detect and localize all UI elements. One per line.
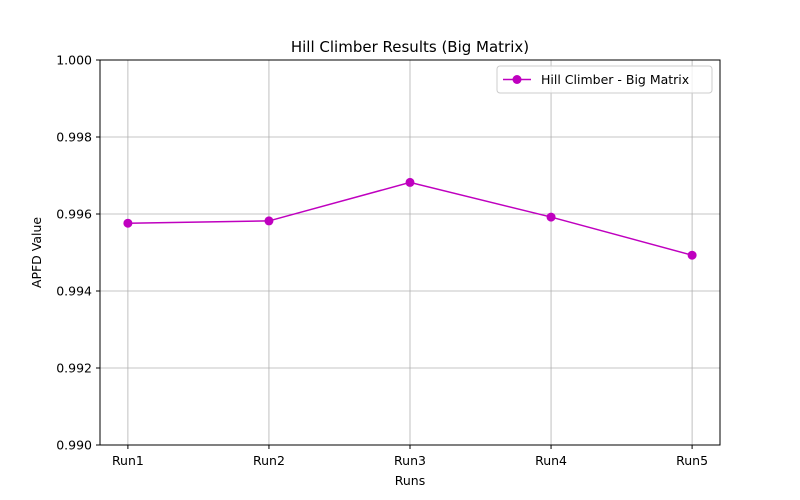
data-point	[687, 250, 697, 260]
x-tick-label: Run4	[535, 453, 567, 468]
x-tick-label: Run1	[112, 453, 144, 468]
y-tick-label: 0.998	[56, 130, 92, 145]
legend-box	[496, 65, 713, 94]
series-layer	[123, 177, 697, 260]
legend-marker-swatch	[512, 75, 522, 84]
y-tick-label: 0.992	[56, 361, 92, 376]
data-point	[264, 216, 274, 226]
data-point	[405, 177, 415, 187]
y-tick-label: 0.990	[56, 438, 92, 453]
y-tick-label: 1.000	[56, 53, 92, 68]
y-axis-title: APFD Value	[29, 217, 44, 289]
x-tick-label: Run3	[394, 453, 426, 468]
chart-title: Hill Climber Results (Big Matrix)	[291, 38, 529, 56]
x-tick-label: Run2	[253, 453, 285, 468]
x-tick-label: Run5	[676, 453, 708, 468]
data-point	[123, 218, 133, 228]
legend: Hill Climber - Big Matrix	[496, 65, 713, 94]
data-point	[546, 212, 556, 222]
x-axis-title: Runs	[395, 473, 425, 488]
ticks: Run1 Run2 Run3 Run4 Run5 0.990 0.992 0.994 0.996…	[56, 53, 708, 469]
legend-entry-label: Hill Climber - Big Matrix	[541, 72, 689, 87]
y-tick-label: 0.996	[56, 207, 92, 222]
y-tick-label: 0.994	[56, 284, 92, 299]
